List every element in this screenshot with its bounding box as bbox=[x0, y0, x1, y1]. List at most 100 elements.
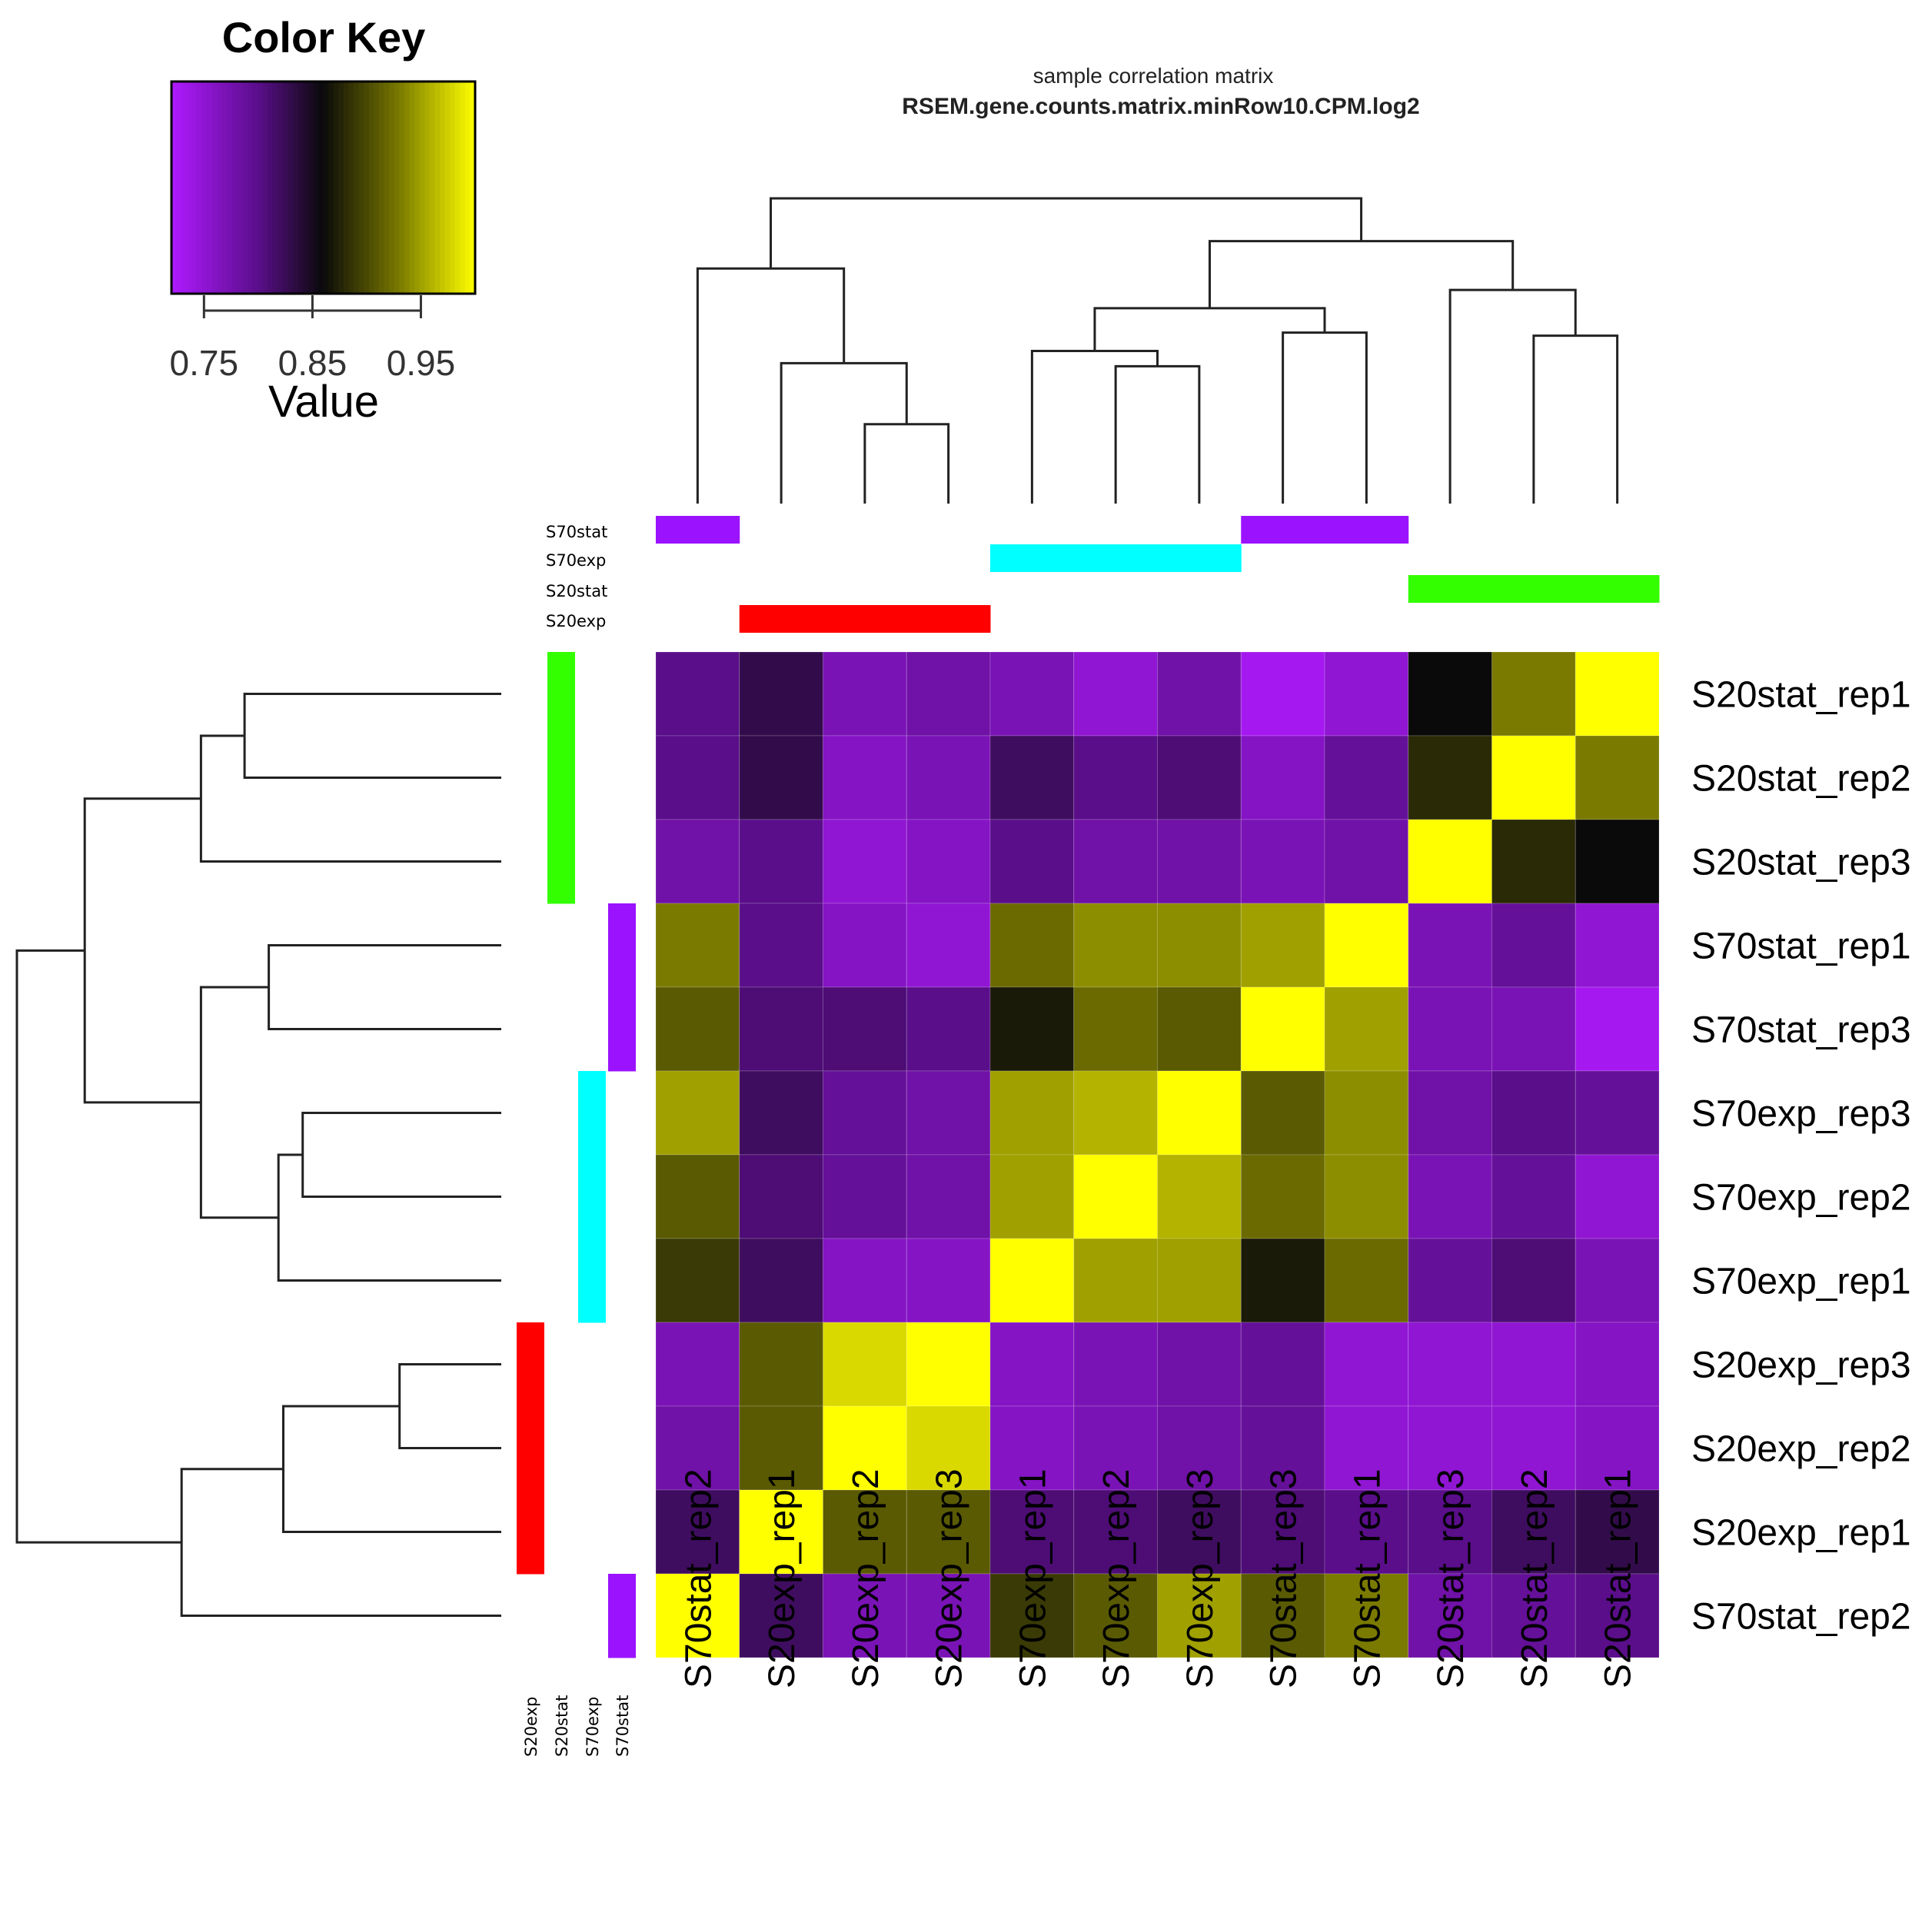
column-group-bar bbox=[1408, 575, 1492, 603]
row-label: S70exp_rep1 bbox=[1691, 1262, 1911, 1302]
heatmap-cell bbox=[1491, 1573, 1576, 1658]
heatmap-cell bbox=[1324, 986, 1409, 1072]
heatmap-cell bbox=[1408, 1238, 1492, 1323]
group-legend-label: S20exp bbox=[546, 612, 606, 630]
color-key-bar bbox=[186, 81, 192, 294]
color-key-bar bbox=[364, 81, 370, 294]
row-label: S20stat_rep3 bbox=[1691, 843, 1911, 883]
color-key-bar bbox=[409, 81, 415, 294]
color-key-bar bbox=[450, 81, 456, 294]
heatmap-cell bbox=[906, 819, 991, 904]
heatmap-cell bbox=[1157, 1489, 1242, 1575]
heatmap-cell bbox=[739, 735, 823, 820]
color-key-bar bbox=[268, 81, 274, 294]
color-key-bar bbox=[298, 81, 304, 294]
row-dendrogram-branch bbox=[398, 1363, 501, 1449]
column-dendrogram-branch bbox=[1448, 288, 1577, 504]
heatmap-cell bbox=[1491, 903, 1576, 988]
heatmap-cell bbox=[1240, 1405, 1325, 1491]
color-key-bar bbox=[333, 81, 339, 294]
color-key-bar bbox=[211, 81, 218, 294]
heatmap-cell bbox=[1575, 819, 1660, 904]
group-legend-label: S70exp bbox=[546, 551, 606, 570]
heatmap-cell bbox=[1073, 1573, 1158, 1658]
heatmap-cell bbox=[1324, 735, 1409, 820]
heatmap-cell bbox=[1575, 1070, 1660, 1156]
color-key-bar bbox=[368, 81, 374, 294]
color-key-bar bbox=[288, 81, 294, 294]
heatmap-cell bbox=[1073, 735, 1158, 820]
heatmap-cell bbox=[1575, 735, 1660, 820]
heatmap-cell bbox=[1491, 819, 1576, 904]
heatmap-cell bbox=[823, 903, 907, 988]
heatmap-cell bbox=[1408, 1405, 1492, 1491]
heatmap-cell bbox=[1491, 1405, 1576, 1491]
column-group-bar bbox=[1073, 544, 1158, 572]
heatmap-cell bbox=[1240, 735, 1325, 820]
group-legend-bottom: S20exp S20stat S70exp S70stat bbox=[522, 1695, 632, 1757]
column-group-bar bbox=[739, 605, 823, 633]
heatmap-cell bbox=[823, 1489, 907, 1575]
heatmap-cell bbox=[823, 1573, 907, 1658]
heatmap-cell bbox=[1240, 1238, 1325, 1323]
row-group-bar bbox=[578, 1239, 606, 1323]
heatmap-cell bbox=[1324, 1489, 1409, 1575]
color-key-bar bbox=[328, 81, 334, 294]
heatmap-cell bbox=[1491, 1489, 1576, 1575]
heatmap-cell bbox=[1073, 819, 1158, 904]
heatmap-cell bbox=[1408, 819, 1492, 904]
heatmap-cell bbox=[823, 651, 907, 737]
row-label: S20exp_rep3 bbox=[1691, 1345, 1911, 1386]
heatmap-cell bbox=[906, 651, 991, 737]
row-label: S70stat_rep2 bbox=[1691, 1597, 1911, 1638]
color-key-bar bbox=[221, 81, 228, 294]
row-dendrogram-branch bbox=[15, 949, 182, 1544]
heatmap-cell bbox=[739, 903, 823, 988]
color-key-bar bbox=[464, 81, 471, 294]
heatmap-cell bbox=[989, 735, 1075, 820]
heatmap-cell bbox=[823, 1238, 907, 1323]
color-key-bar bbox=[399, 81, 405, 294]
heatmap-cell bbox=[1157, 1070, 1242, 1156]
heatmap-cell bbox=[823, 1154, 907, 1239]
heatmap-cell bbox=[906, 1070, 991, 1156]
row-label: S20stat_rep1 bbox=[1691, 675, 1911, 716]
heatmap-cell bbox=[1157, 986, 1242, 1072]
heatmap-cell bbox=[739, 819, 823, 904]
heatmap-cell bbox=[1073, 986, 1158, 1072]
heatmap-cell bbox=[1491, 1154, 1576, 1239]
heatmap-cell bbox=[1240, 819, 1325, 904]
heatmap-cell bbox=[906, 1322, 991, 1407]
heatmap-cell bbox=[1073, 1322, 1158, 1407]
color-key-tick-label: 0.95 bbox=[387, 343, 456, 383]
heatmap-cell bbox=[1575, 1573, 1660, 1658]
color-key-bar bbox=[282, 81, 289, 294]
heatmap-cell bbox=[655, 1154, 740, 1239]
heatmap-cell bbox=[655, 819, 740, 904]
column-dendrogram-branch bbox=[1030, 350, 1159, 504]
heatmap-cell bbox=[1491, 1070, 1576, 1156]
heatmap-cell bbox=[1324, 1573, 1409, 1658]
color-key-bar bbox=[313, 81, 319, 294]
heatmap-cell bbox=[739, 1322, 823, 1407]
column-dendrogram-branch bbox=[1093, 307, 1326, 351]
heatmap-cell bbox=[1408, 986, 1492, 1072]
heatmap-cell bbox=[1491, 986, 1576, 1072]
color-key-bar bbox=[358, 81, 364, 294]
row-group-bar bbox=[517, 1406, 544, 1491]
heatmap-cell bbox=[823, 735, 907, 820]
row-dendrogram-branch bbox=[243, 693, 501, 779]
row-label: S70stat_rep1 bbox=[1691, 926, 1911, 967]
heatmap-cell bbox=[655, 1070, 740, 1156]
heatmap-cell bbox=[655, 651, 740, 737]
heatmap-cell bbox=[823, 1070, 907, 1156]
column-label: S70stat_rep1 bbox=[1347, 1468, 1388, 1688]
column-label: S70stat_rep2 bbox=[678, 1468, 719, 1688]
group-legend-bottom-label: S70exp bbox=[584, 1697, 602, 1757]
color-key-bar bbox=[232, 81, 238, 294]
color-key-bar bbox=[454, 81, 461, 294]
heatmap-cell bbox=[1408, 1154, 1492, 1239]
color-key-bar bbox=[439, 81, 446, 294]
row-dendrogram-branch bbox=[301, 1112, 501, 1198]
color-key-bar bbox=[434, 81, 441, 294]
